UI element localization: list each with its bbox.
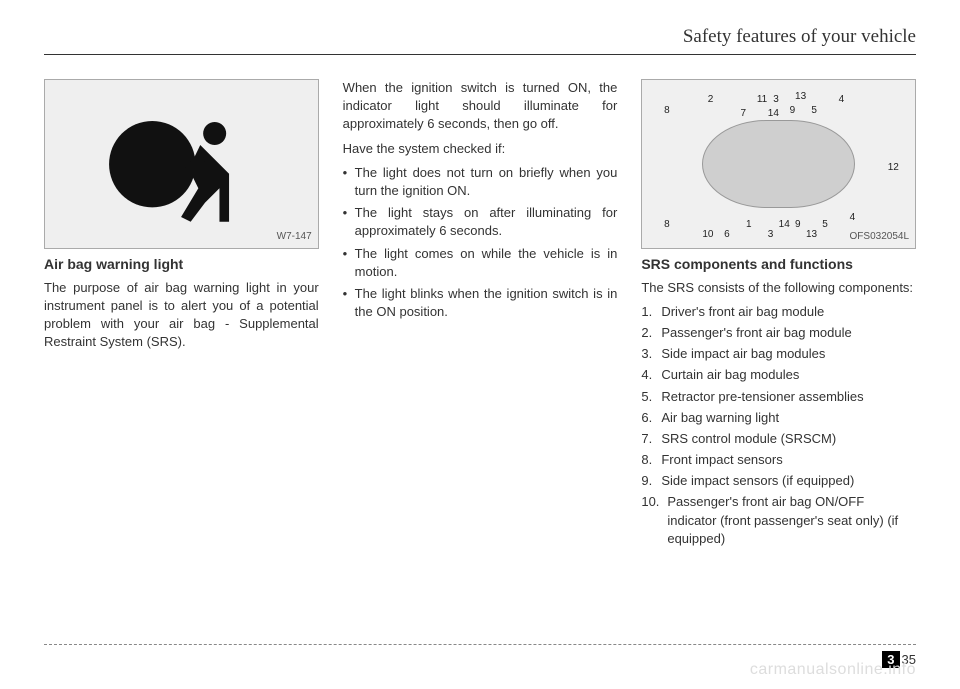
col2-para2: Have the system checked if:	[343, 140, 618, 158]
column-2: When the ignition switch is turned ON, t…	[343, 79, 618, 551]
figure-code: W7-147	[277, 230, 312, 244]
col2-bullets: The light does not turn on briefly when …	[343, 164, 618, 322]
diagram-label: 14	[768, 107, 779, 121]
diagram-label: 10	[702, 228, 713, 242]
srs-heading: SRS components and functions	[641, 255, 916, 275]
car-body-shape	[702, 120, 855, 207]
srs-list: 1.Driver's front air bag module 2.Passen…	[641, 303, 916, 548]
airbag-warning-para: The purpose of air bag warning light in …	[44, 279, 319, 352]
bullet-item: The light comes on while the vehicle is …	[343, 245, 618, 281]
diagram-label: 12	[888, 161, 899, 175]
list-item: 3.Side impact air bag modules	[641, 345, 916, 363]
list-item: 4.Curtain air bag modules	[641, 366, 916, 384]
srs-components-figure: 8 2 7 11 3 14 9 13 5 4 12 4 5 9 13 3 14 …	[641, 79, 916, 249]
diagram-label: 3	[768, 228, 774, 242]
diagram-label: 2	[708, 93, 714, 107]
list-item: 6.Air bag warning light	[641, 409, 916, 427]
col2-para1: When the ignition switch is turned ON, t…	[343, 79, 618, 134]
section-header: Safety features of your vehicle	[44, 26, 916, 55]
figure-code: OFS032054L	[850, 230, 910, 244]
list-item: 10.Passenger's front air bag ON/OFF indi…	[641, 493, 916, 548]
bullet-item: The light does not turn on briefly when …	[343, 164, 618, 200]
diagram-label: 11	[757, 93, 767, 107]
diagram-label: 8	[664, 104, 670, 118]
airbag-warning-figure: W7-147	[44, 79, 319, 249]
list-item: 9.Side impact sensors (if equipped)	[641, 472, 916, 490]
diagram-label: 5	[811, 104, 817, 118]
list-item: 7.SRS control module (SRSCM)	[641, 430, 916, 448]
watermark: carmanualsonline.info	[750, 661, 916, 679]
diagram-label: 1	[746, 218, 752, 232]
column-3: 8 2 7 11 3 14 9 13 5 4 12 4 5 9 13 3 14 …	[641, 79, 916, 551]
list-item: 1.Driver's front air bag module	[641, 303, 916, 321]
srs-intro: The SRS consists of the following compon…	[641, 279, 916, 297]
list-item: 2.Passenger's front air bag module	[641, 324, 916, 342]
airbag-warning-heading: Air bag warning light	[44, 255, 319, 275]
diagram-label: 9	[795, 218, 801, 232]
column-1: W7-147 Air bag warning light The purpose…	[44, 79, 319, 551]
diagram-label: 8	[664, 218, 670, 232]
diagram-label: 14	[779, 218, 790, 232]
diagram-label: 7	[741, 107, 747, 121]
list-item: 8.Front impact sensors	[641, 451, 916, 469]
bullet-item: The light stays on after illuminating fo…	[343, 204, 618, 240]
footer-divider	[44, 644, 916, 645]
diagram-label: 9	[790, 104, 796, 118]
diagram-label: 5	[822, 218, 828, 232]
airbag-icon	[72, 97, 290, 231]
diagram-label: 4	[850, 211, 856, 225]
diagram-label: 6	[724, 228, 730, 242]
diagram-label: 3	[773, 93, 779, 107]
list-item: 5.Retractor pre-tensioner assemblies	[641, 388, 916, 406]
bullet-item: The light blinks when the ignition switc…	[343, 285, 618, 321]
diagram-label: 13	[795, 90, 806, 104]
diagram-label: 13	[806, 228, 817, 242]
diagram-label: 4	[839, 93, 845, 107]
